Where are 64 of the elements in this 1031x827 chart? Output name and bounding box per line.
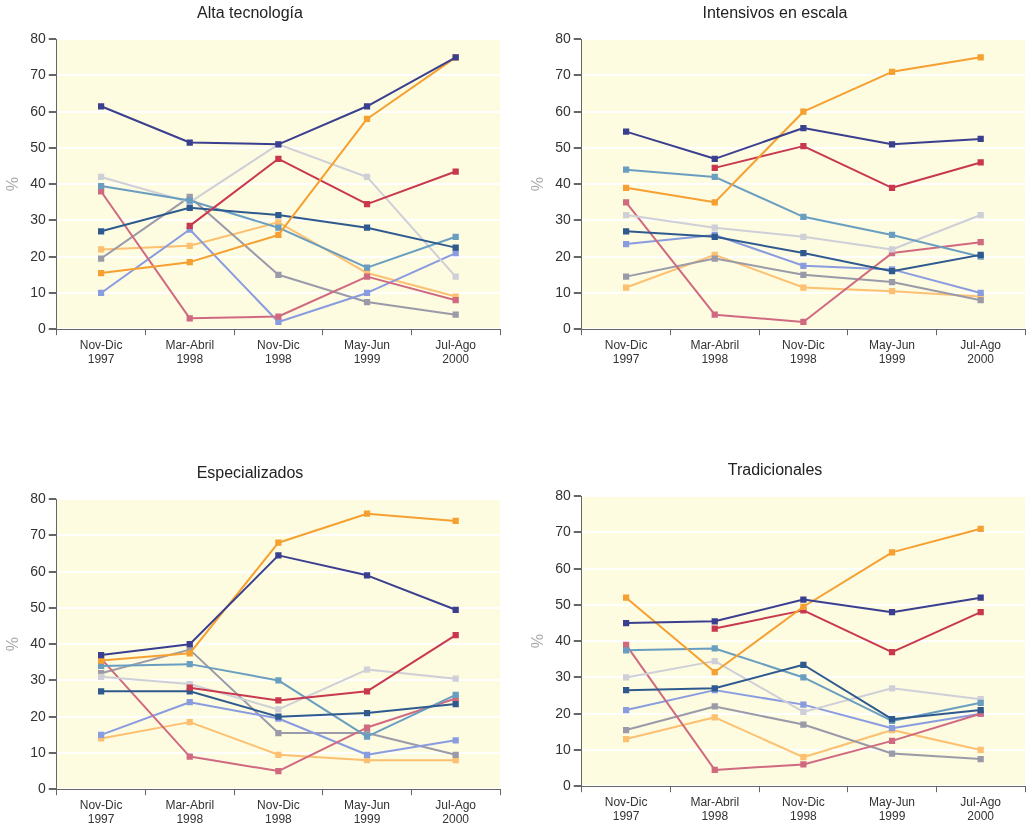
y-tick-label: 40 bbox=[30, 635, 46, 652]
x-tick-label: Nov-Dic 1997 bbox=[604, 794, 648, 824]
x-tick-label: Nov-Dic 1998 bbox=[257, 797, 300, 827]
y-tick-label: 10 bbox=[30, 743, 46, 760]
x-tick-label: Jul-Ago 2000 bbox=[435, 337, 477, 367]
y-tick-label: 80 bbox=[555, 487, 571, 504]
y-tick-label: 40 bbox=[30, 175, 46, 192]
x-tick-label: Nov-Dic 1997 bbox=[79, 337, 123, 367]
y-tick-label: 60 bbox=[30, 562, 46, 579]
y-tick-label: 30 bbox=[555, 668, 571, 685]
x-tick-label: Mar-Abril 1998 bbox=[165, 797, 215, 827]
x-tick-label: Nov-Dic 1998 bbox=[782, 337, 825, 367]
y-axis-title: % bbox=[529, 634, 547, 649]
y-tick-label: 40 bbox=[555, 632, 571, 649]
y-tick-label: 70 bbox=[555, 523, 571, 540]
chart-title: Intensivos en escala bbox=[702, 4, 848, 22]
x-tick-label: Jul-Ago 2000 bbox=[960, 794, 1002, 824]
y-tick-label: 60 bbox=[30, 102, 46, 119]
chart-title: Especializados bbox=[196, 464, 304, 482]
x-tick-label: Nov-Dic 1997 bbox=[79, 797, 123, 827]
x-tick-label: May-Jun 1999 bbox=[344, 337, 391, 367]
y-tick-label: 60 bbox=[555, 102, 571, 119]
x-tick-label: Mar-Abril 1998 bbox=[165, 337, 215, 367]
y-tick-label: 30 bbox=[30, 671, 46, 688]
y-axis-title: % bbox=[4, 637, 22, 652]
y-tick-label: 20 bbox=[30, 247, 46, 264]
y-tick-label: 40 bbox=[555, 175, 571, 192]
y-tick-label: 80 bbox=[555, 30, 571, 47]
y-tick-label: 60 bbox=[555, 559, 571, 576]
y-tick-label: 0 bbox=[37, 320, 46, 337]
y-tick-label: 50 bbox=[555, 595, 571, 612]
y-tick-label: 20 bbox=[555, 704, 571, 721]
x-tick-label: Mar-Abril 1998 bbox=[690, 337, 740, 367]
y-tick-label: 70 bbox=[30, 526, 46, 543]
y-tick-label: 0 bbox=[37, 780, 46, 797]
y-tick-label: 10 bbox=[30, 283, 46, 300]
y-tick-label: 30 bbox=[30, 211, 46, 228]
y-tick-label: 50 bbox=[555, 138, 571, 155]
y-axis-title: % bbox=[529, 177, 547, 192]
y-tick-label: 50 bbox=[30, 138, 46, 155]
x-tick-label: May-Jun 1999 bbox=[869, 794, 916, 824]
chart-title: Tradicionales bbox=[727, 461, 823, 479]
y-axis-title: % bbox=[4, 177, 22, 192]
x-tick-label: Jul-Ago 2000 bbox=[960, 337, 1002, 367]
y-tick-label: 50 bbox=[30, 598, 46, 615]
x-tick-label: Jul-Ago 2000 bbox=[435, 797, 477, 827]
y-tick-label: 10 bbox=[555, 283, 571, 300]
x-tick-label: Nov-Dic 1997 bbox=[604, 337, 648, 367]
x-tick-label: Mar-Abril 1998 bbox=[690, 794, 740, 824]
y-tick-label: 70 bbox=[30, 66, 46, 83]
x-tick-label: May-Jun 1999 bbox=[869, 337, 916, 367]
chart-title: Alta tecnología bbox=[197, 4, 304, 22]
y-tick-label: 20 bbox=[30, 707, 46, 724]
y-tick-label: 30 bbox=[555, 211, 571, 228]
y-tick-label: 0 bbox=[562, 320, 571, 337]
x-tick-label: Nov-Dic 1998 bbox=[257, 337, 300, 367]
y-tick-label: 70 bbox=[555, 66, 571, 83]
x-tick-label: May-Jun 1999 bbox=[344, 797, 391, 827]
y-tick-label: 80 bbox=[30, 30, 46, 47]
x-tick-label: Nov-Dic 1998 bbox=[782, 794, 825, 824]
y-tick-label: 20 bbox=[555, 247, 571, 264]
y-tick-label: 0 bbox=[562, 777, 571, 794]
y-tick-label: 80 bbox=[30, 490, 46, 507]
y-tick-label: 10 bbox=[555, 740, 571, 757]
